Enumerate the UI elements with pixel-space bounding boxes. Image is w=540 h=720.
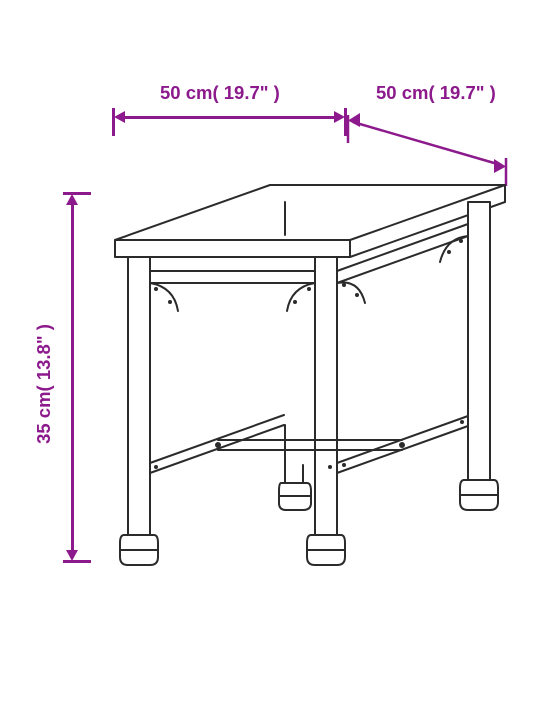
- dim-height-line: [71, 202, 74, 554]
- dim-width-line: [122, 116, 338, 119]
- dim-height-label: 35 cm( 13.8" ): [33, 324, 55, 444]
- dim-width-arrow-left: [114, 111, 125, 123]
- dim-depth-label: 50 cm( 19.7" ): [376, 82, 496, 104]
- diagram-canvas: 50 cm( 19.7" ) 50 cm( 19.7" ) 35 cm( 13.…: [0, 0, 540, 720]
- dim-width-label: 50 cm( 19.7" ): [160, 82, 280, 104]
- table-illustration: [110, 175, 510, 595]
- dim-height-arrow-top: [66, 194, 78, 205]
- dim-height-arrow-bottom: [66, 550, 78, 561]
